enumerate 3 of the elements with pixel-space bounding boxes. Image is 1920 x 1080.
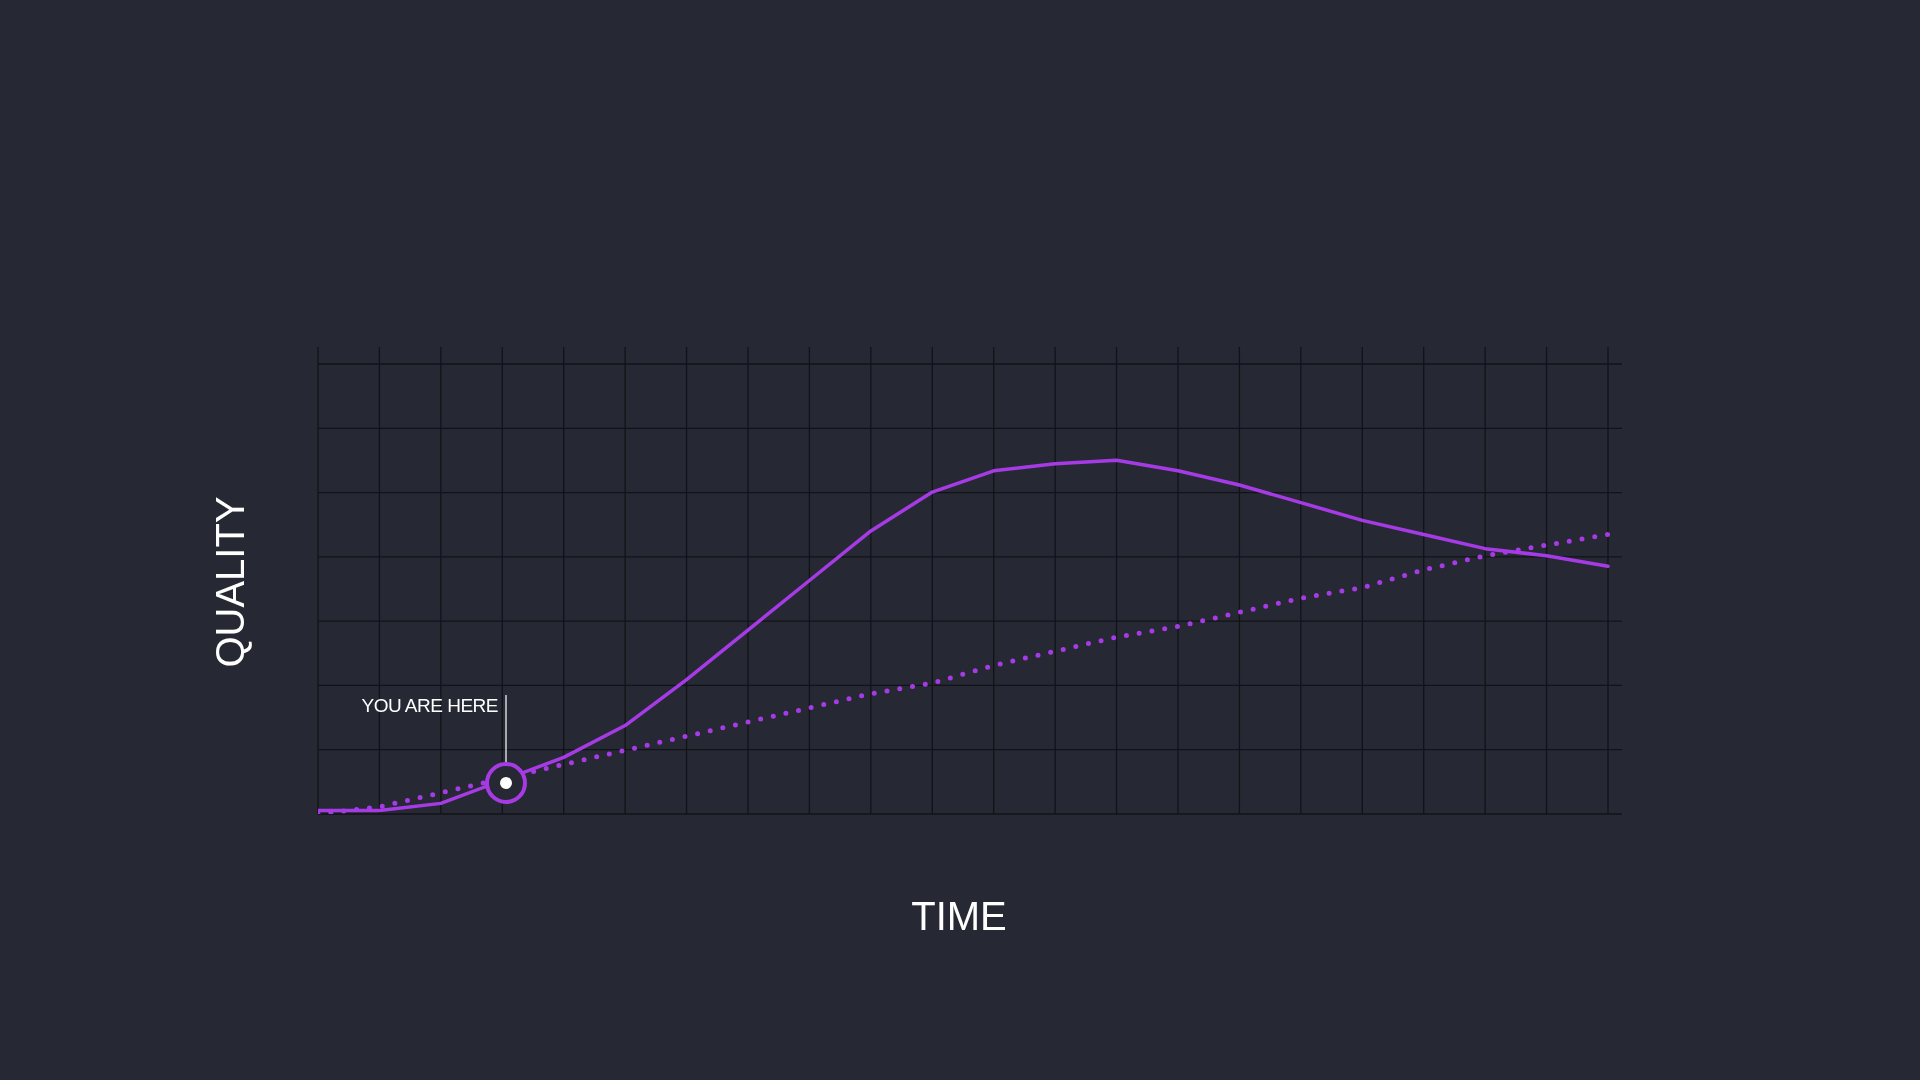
annotation: YOU ARE HERE — [361, 695, 498, 716]
x-axis-title: TIME — [911, 893, 1007, 939]
y-axis-title: QUALITY — [207, 496, 253, 668]
